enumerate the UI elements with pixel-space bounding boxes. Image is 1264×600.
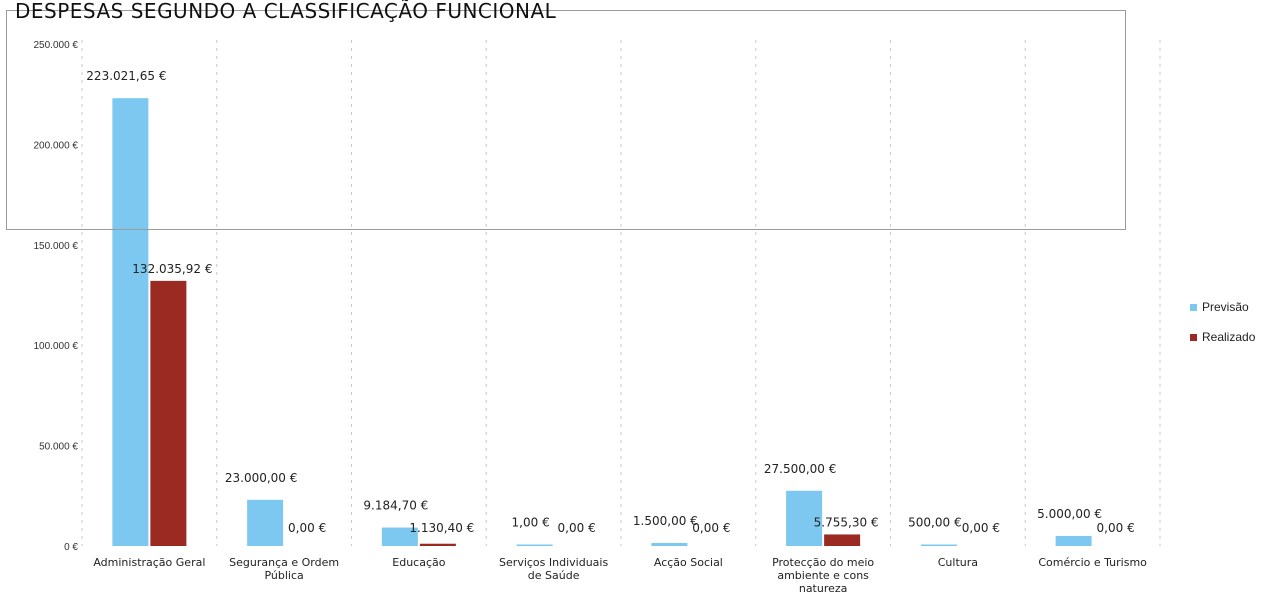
data-label-previsao: 1.500,00 € <box>633 514 698 528</box>
category-label: Comércio e Turismo <box>1038 556 1147 569</box>
legend-swatch-realizado <box>1190 333 1197 341</box>
bar-realizado <box>419 543 456 546</box>
bar-previsao <box>516 544 553 546</box>
y-tick-label: 200.000 € <box>34 140 79 151</box>
data-label-previsao: 27.500,00 € <box>764 462 837 476</box>
category-label: Cultura <box>938 556 978 569</box>
category-label: Educação <box>392 556 445 569</box>
bar-previsao <box>112 98 149 547</box>
data-label-realizado: 0,00 € <box>1097 521 1135 535</box>
legend-swatch-previsao <box>1190 303 1197 311</box>
category-label: Protecção do meio ambiente e cons natureza <box>772 556 874 595</box>
data-label-previsao: 23.000,00 € <box>225 471 298 485</box>
y-tick-label: 50.000 € <box>39 442 78 453</box>
data-label-realizado: 1.130,40 € <box>409 521 474 535</box>
data-label-realizado: 0,00 € <box>692 521 730 535</box>
data-label-realizado: 0,00 € <box>288 521 326 535</box>
legend-item-previsao: Previsão <box>1190 300 1255 314</box>
data-label-previsao: 1,00 € <box>512 516 550 530</box>
legend-label-previsao: Previsão <box>1202 300 1249 314</box>
data-label-realizado: 0,00 € <box>558 521 596 535</box>
y-tick-label: 250.000 € <box>34 40 79 51</box>
legend-label-realizado: Realizado <box>1202 330 1256 344</box>
bar-previsao <box>1055 535 1092 546</box>
data-label-realizado: 0,00 € <box>962 521 1000 535</box>
category-label: Acção Social <box>654 556 723 569</box>
chart-title: DESPESAS SEGUNDO A CLASSIFICAÇÃO FUNCION… <box>15 0 557 23</box>
data-label-previsao: 223.021,65 € <box>86 69 166 83</box>
bar-previsao <box>381 527 418 546</box>
category-label: Serviços Individuais de Saúde <box>499 556 608 582</box>
data-label-previsao: 5.000,00 € <box>1037 507 1102 521</box>
bar-previsao <box>786 490 823 546</box>
data-label-realizado: 5.755,30 € <box>814 515 879 529</box>
y-tick-label: 0 € <box>64 542 78 553</box>
bar-previsao <box>651 542 688 546</box>
data-label-previsao: 500,00 € <box>908 516 961 530</box>
y-tick-label: 100.000 € <box>34 341 79 352</box>
category-label: Segurança e Ordem Pública <box>229 556 339 582</box>
y-tick-label: 150.000 € <box>34 241 79 252</box>
bar-previsao <box>247 499 284 546</box>
legend-item-realizado: Realizado <box>1190 330 1255 344</box>
legend: Previsão Realizado <box>1190 300 1255 360</box>
category-label: Administração Geral <box>93 556 205 569</box>
bar-previsao <box>920 544 957 546</box>
bar-realizado <box>824 534 861 546</box>
title-frame: DESPESAS SEGUNDO A CLASSIFICAÇÃO FUNCION… <box>6 0 1126 230</box>
bar-realizado <box>150 280 187 546</box>
data-label-previsao: 9.184,70 € <box>363 499 428 513</box>
data-label-realizado: 132.035,92 € <box>132 262 212 276</box>
